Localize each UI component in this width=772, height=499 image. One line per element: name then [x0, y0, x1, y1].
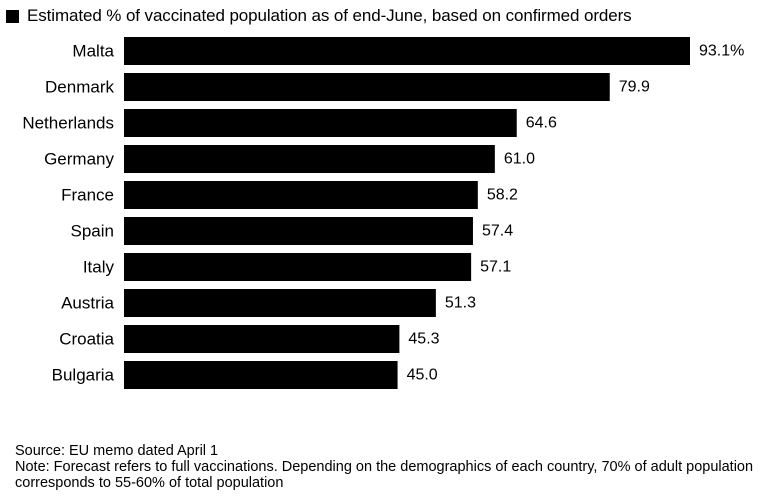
bar-chart: Malta 93.1% Denmark 79.9 Netherlands 64.6 Germ…	[22, 37, 744, 389]
category-label: Bulgaria	[52, 366, 115, 385]
bar-austria	[124, 289, 436, 317]
chart-legend: Estimated % of vaccinated population as …	[6, 5, 632, 27]
value-label: 79.9	[619, 79, 650, 96]
bar-croatia	[124, 325, 400, 353]
value-label: 45.0	[407, 367, 438, 384]
value-label: 61.0	[504, 151, 535, 168]
chart-footer: Source: EU memo dated April 1 Note: Fore…	[15, 443, 767, 491]
bar-france	[124, 181, 478, 209]
value-label: 64.6	[526, 115, 557, 132]
bar-italy	[124, 253, 472, 281]
value-label: 58.2	[487, 187, 518, 204]
footnote: Note: Forecast refers to full vaccinatio…	[15, 459, 754, 491]
value-label: 93.1%	[699, 43, 744, 60]
value-label: 51.3	[445, 295, 476, 312]
category-label: Italy	[83, 258, 115, 277]
category-label: Spain	[71, 222, 114, 241]
bar-malta	[124, 37, 690, 65]
value-label: 57.1	[480, 259, 511, 276]
bar-spain	[124, 217, 473, 245]
bar-bulgaria	[124, 361, 398, 389]
bar-denmark	[124, 73, 610, 101]
bar-netherlands	[124, 109, 517, 137]
category-label: Austria	[61, 294, 114, 313]
category-label: Denmark	[45, 78, 114, 97]
category-label: Germany	[44, 150, 114, 169]
value-label: 57.4	[482, 223, 513, 240]
legend-label: Estimated % of vaccinated population as …	[27, 6, 632, 25]
category-label: France	[61, 186, 114, 205]
category-label: Netherlands	[22, 114, 114, 133]
legend-swatch	[6, 9, 19, 23]
category-label: Croatia	[59, 330, 114, 349]
value-label: 45.3	[408, 331, 439, 348]
category-label: Malta	[72, 42, 114, 61]
source-note: Source: EU memo dated April 1	[15, 443, 219, 459]
bar-germany	[124, 145, 495, 173]
